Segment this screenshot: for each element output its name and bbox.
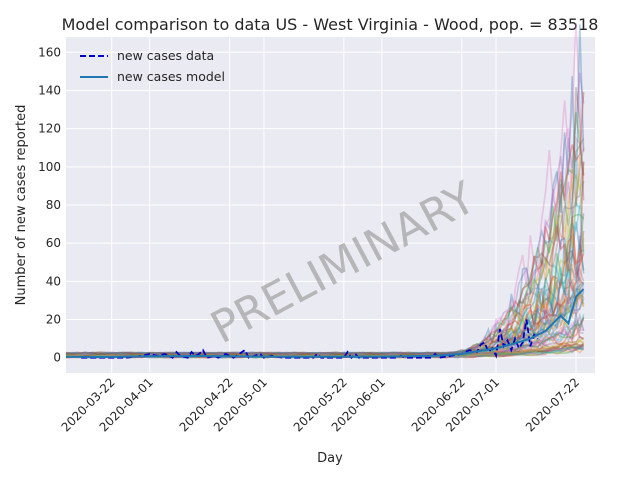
model-run-line <box>65 345 584 357</box>
legend-model-label: new cases model <box>117 69 225 84</box>
series-lines <box>65 288 585 360</box>
model-run-line <box>65 250 584 356</box>
y-tick-label: 0 <box>53 351 61 365</box>
x-tick-label: 2020-07-22 <box>523 375 582 434</box>
model-run-line <box>65 337 584 356</box>
chart-title: Model comparison to data US - West Virgi… <box>62 15 599 34</box>
model-run-line <box>65 318 585 357</box>
model-run-line <box>66 112 585 357</box>
model-run-line <box>65 335 585 356</box>
legend: new cases data new cases model <box>80 48 225 84</box>
y-tick-label: 160 <box>38 45 61 59</box>
model-run-line <box>65 213 585 357</box>
y-tick-label: 80 <box>46 198 61 212</box>
model-run-line <box>65 343 584 356</box>
y-tick-label: 120 <box>38 122 61 136</box>
model-run-line <box>65 91 585 357</box>
model-run-line <box>65 138 585 356</box>
data-series-line <box>81 319 539 360</box>
model-run-line <box>65 24 585 357</box>
model-run-line <box>65 72 585 356</box>
model-run-line <box>65 346 584 358</box>
x-axis-label: Day <box>317 451 343 466</box>
y-tick-label: 40 <box>46 274 61 288</box>
model-run-line <box>65 342 584 357</box>
model-run-line <box>65 339 585 356</box>
model-run-line <box>65 346 584 358</box>
y-tick-label: 140 <box>38 83 61 97</box>
model-series-line <box>65 288 585 359</box>
legend-data-label: new cases data <box>117 48 214 63</box>
y-tick-label: 20 <box>46 313 61 327</box>
y-tick-label: 100 <box>38 160 61 174</box>
model-run-line <box>65 344 585 356</box>
model-run-line <box>65 147 585 356</box>
model-run-line <box>65 342 584 357</box>
grid <box>66 37 595 373</box>
y-axis-label: Number of new cases reported <box>14 105 29 306</box>
y-tick-label: 60 <box>46 236 61 250</box>
y-tick-labels: 0 20 40 60 80 100 120 140 160 <box>38 45 61 364</box>
model-run-line <box>65 222 584 357</box>
model-run-line <box>65 87 585 355</box>
